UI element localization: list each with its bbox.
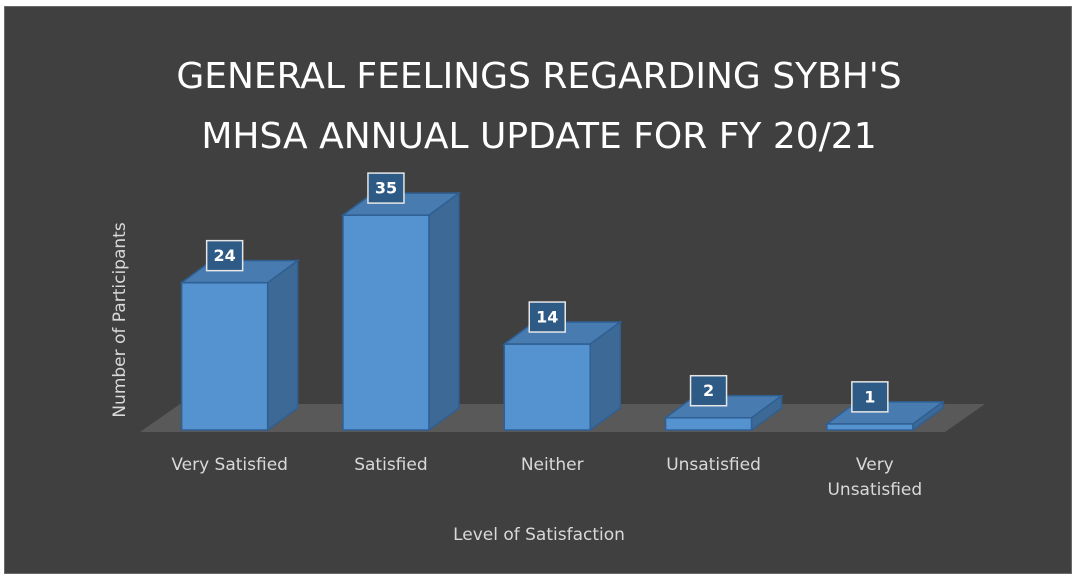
- bar-side: [266, 259, 299, 432]
- chart-title: MHSA ANNUAL UPDATE FOR FY 20/21: [201, 116, 876, 157]
- chart-title: GENERAL FEELINGS REGARDING SYBH'S: [176, 56, 901, 97]
- bar-side: [428, 191, 460, 432]
- data-label: 2: [703, 381, 714, 400]
- bar: [503, 343, 591, 431]
- data-label-box: [528, 301, 566, 333]
- data-label: 24: [214, 246, 236, 265]
- x-tick-label: Neither: [520, 455, 584, 475]
- data-label-box: [367, 172, 405, 204]
- x-tick-label: Satisfied: [354, 455, 428, 475]
- data-label-box: [851, 381, 889, 413]
- bar: [180, 281, 269, 431]
- x-axis-label: Level of Satisfaction: [453, 525, 625, 545]
- x-tick-label: Very Satisfied: [171, 455, 288, 475]
- data-label-box: [689, 374, 728, 407]
- x-tick-label: Very Unsatisfied: [827, 455, 923, 500]
- data-label-box: [205, 239, 244, 272]
- x-tick-label: Unsatisfied: [666, 455, 761, 475]
- bar: [826, 423, 914, 431]
- y-axis-label: Number of Participants: [110, 222, 130, 417]
- data-label: 35: [375, 179, 397, 198]
- bar: [664, 416, 753, 431]
- bar: [342, 214, 430, 431]
- data-label: 14: [536, 308, 558, 327]
- data-label: 1: [864, 387, 875, 406]
